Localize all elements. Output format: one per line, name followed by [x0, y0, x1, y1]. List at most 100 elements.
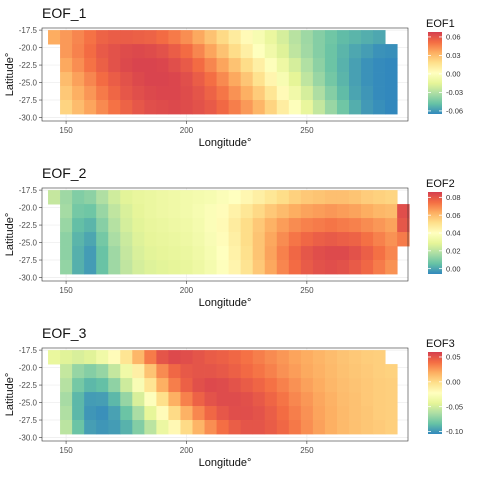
legend-tick-label: -0.06	[446, 107, 463, 116]
heatmap-cell	[120, 420, 133, 435]
heatmap-cell	[361, 364, 374, 379]
heatmap-cell	[60, 30, 73, 45]
heatmap-cell	[349, 246, 362, 261]
heatmap-cell	[168, 246, 181, 261]
y-tick-label: -20.0	[19, 203, 38, 212]
heatmap-cell	[361, 378, 374, 393]
heatmap-cell	[96, 44, 109, 59]
heatmap-cell	[312, 378, 326, 393]
heatmap-cell	[72, 232, 85, 247]
heatmap-cell	[168, 100, 181, 115]
heatmap-cell	[264, 30, 278, 45]
heatmap-cell	[252, 44, 266, 59]
heatmap-cell	[336, 420, 350, 435]
heatmap-cell	[288, 190, 302, 205]
legend-tick-label: 0.00	[446, 377, 461, 386]
x-tick-label: 150	[59, 286, 73, 295]
heatmap-cell	[60, 392, 73, 407]
heatmap-cell	[168, 232, 181, 247]
heatmap-cell	[60, 72, 73, 87]
y-tick-label: -30.0	[19, 273, 38, 282]
heatmap-cell	[192, 378, 205, 393]
heatmap-cell	[72, 260, 85, 275]
y-tick-label: -27.5	[19, 256, 38, 265]
heatmap-cell	[252, 246, 266, 261]
heatmap-cell	[132, 100, 145, 115]
heatmap-cell	[84, 364, 97, 379]
heatmap-cell	[300, 392, 314, 407]
heatmap-cell	[336, 246, 350, 261]
legend-title: EOF3	[426, 338, 455, 350]
heatmap-cell	[216, 58, 230, 73]
heatmap-cell	[192, 246, 205, 261]
heatmap-cell	[180, 30, 193, 45]
heatmap-cell	[132, 190, 145, 205]
heatmap-cell	[84, 378, 97, 393]
x-tick-label: 250	[300, 286, 314, 295]
heatmap-cell	[204, 86, 217, 101]
heatmap-cell	[264, 204, 278, 219]
heatmap-cell	[336, 204, 350, 219]
legend-tick-label: -0.03	[446, 88, 463, 97]
heatmap-cell	[144, 378, 157, 393]
heatmap-cell	[132, 30, 145, 45]
heatmap-cell	[385, 58, 398, 73]
heatmap-cell	[180, 260, 193, 275]
heatmap-cell	[108, 58, 121, 73]
heatmap-cell	[132, 420, 145, 435]
legend-tick-label: 0.00	[446, 70, 461, 79]
heatmap-cell	[385, 260, 398, 275]
heatmap-cell	[108, 232, 121, 247]
heatmap-cell	[264, 260, 278, 275]
heatmap-cell	[324, 406, 338, 421]
heatmap-cell	[120, 190, 133, 205]
heatmap-cell	[276, 350, 290, 365]
heatmap-cell	[288, 44, 302, 59]
heatmap-cell	[216, 246, 230, 261]
heatmap-cell	[84, 72, 97, 87]
heatmap-cell	[180, 218, 193, 233]
heatmap-cell	[84, 190, 97, 205]
heatmap-cell	[252, 218, 266, 233]
heatmap-cell	[108, 364, 121, 379]
heatmap-cell	[336, 218, 350, 233]
heatmap-cell	[312, 30, 326, 45]
heatmap-cell	[228, 190, 242, 205]
heatmap-cell	[385, 406, 398, 421]
heatmap-cell	[168, 364, 181, 379]
heatmap-cell	[240, 58, 254, 73]
heatmap-cell	[385, 190, 398, 205]
heatmap-cell	[228, 378, 242, 393]
heatmap-cell	[132, 232, 145, 247]
heatmap-cell	[336, 350, 350, 365]
heatmap-cell	[60, 350, 73, 365]
heatmap-cell	[349, 72, 362, 87]
heatmap-cell	[336, 190, 350, 205]
heatmap-cell	[228, 58, 242, 73]
heatmap-cell	[72, 44, 85, 59]
heatmap-cell	[349, 232, 362, 247]
heatmap-cell	[361, 72, 374, 87]
heatmap-cell	[108, 420, 121, 435]
heatmap-cell	[361, 100, 374, 115]
panel-border	[41, 347, 409, 442]
heatmap-cell	[168, 72, 181, 87]
heatmap-cell	[168, 86, 181, 101]
heatmap-cell	[120, 406, 133, 421]
heatmap-cell	[300, 232, 314, 247]
y-tick-label: -22.5	[19, 61, 38, 70]
heatmap-cell	[72, 218, 85, 233]
heatmap-cell	[349, 392, 362, 407]
y-tick-label: -30.0	[19, 433, 38, 442]
heatmap-cell	[180, 100, 193, 115]
heatmap-cell	[72, 100, 85, 115]
heatmap-cell	[96, 100, 109, 115]
heatmap-cell	[324, 190, 338, 205]
heatmap-cell	[361, 246, 374, 261]
heatmap-cell	[373, 392, 386, 407]
heatmap-cell	[84, 260, 97, 275]
heatmap-cell	[180, 392, 193, 407]
heatmap-cell	[276, 392, 290, 407]
heatmap-cell	[264, 406, 278, 421]
heatmap-cell	[385, 100, 398, 115]
